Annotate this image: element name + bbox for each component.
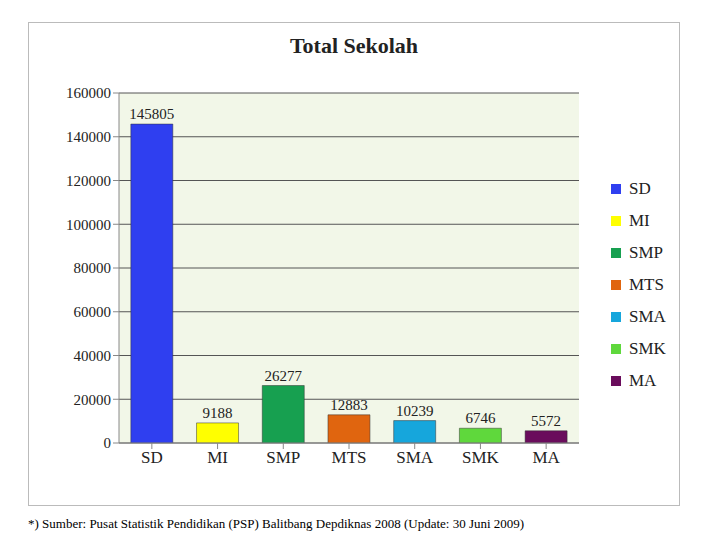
svg-text:26277: 26277 — [265, 368, 303, 384]
html-text:SD: SD — [629, 179, 651, 198]
svg-text:160000: 160000 — [66, 85, 111, 101]
svg-text:SMA: SMA — [396, 448, 434, 467]
svg-text:40000: 40000 — [74, 348, 112, 364]
svg-text:120000: 120000 — [66, 173, 111, 189]
svg-text:MI: MI — [207, 448, 228, 467]
svg-text:145805: 145805 — [129, 106, 174, 122]
svg-text:SMK: SMK — [462, 448, 500, 467]
svg-text:10239: 10239 — [396, 403, 434, 419]
html-text:*) Sumber: Pusat Statistik Pen: *) Sumber: Pusat Statistik Pendidikan (P… — [28, 516, 525, 531]
svg-text:0: 0 — [104, 435, 112, 451]
svg-text:80000: 80000 — [74, 260, 112, 276]
html-text:SMK: SMK — [629, 339, 666, 358]
svg-text:100000: 100000 — [66, 217, 111, 233]
html-text:MTS: MTS — [629, 275, 664, 294]
svg-text:140000: 140000 — [66, 129, 111, 145]
html-text:MA: MA — [629, 371, 657, 390]
svg-text:MTS: MTS — [332, 448, 367, 467]
svg-text:12883: 12883 — [330, 397, 368, 413]
svg-text:9188: 9188 — [203, 405, 233, 421]
svg-text:6746: 6746 — [465, 410, 496, 426]
html-text:SMP: SMP — [629, 243, 663, 262]
svg-text:SD: SD — [141, 448, 163, 467]
svg-text:5572: 5572 — [531, 413, 561, 429]
svg-text:MA: MA — [532, 448, 560, 467]
html-text:SMA: SMA — [629, 307, 666, 326]
svg-text:SMP: SMP — [266, 448, 300, 467]
svg-text:60000: 60000 — [74, 304, 112, 320]
svg-text:20000: 20000 — [74, 392, 112, 408]
html-text:MI: MI — [629, 211, 650, 230]
html-text:Total Sekolah: Total Sekolah — [289, 33, 419, 58]
